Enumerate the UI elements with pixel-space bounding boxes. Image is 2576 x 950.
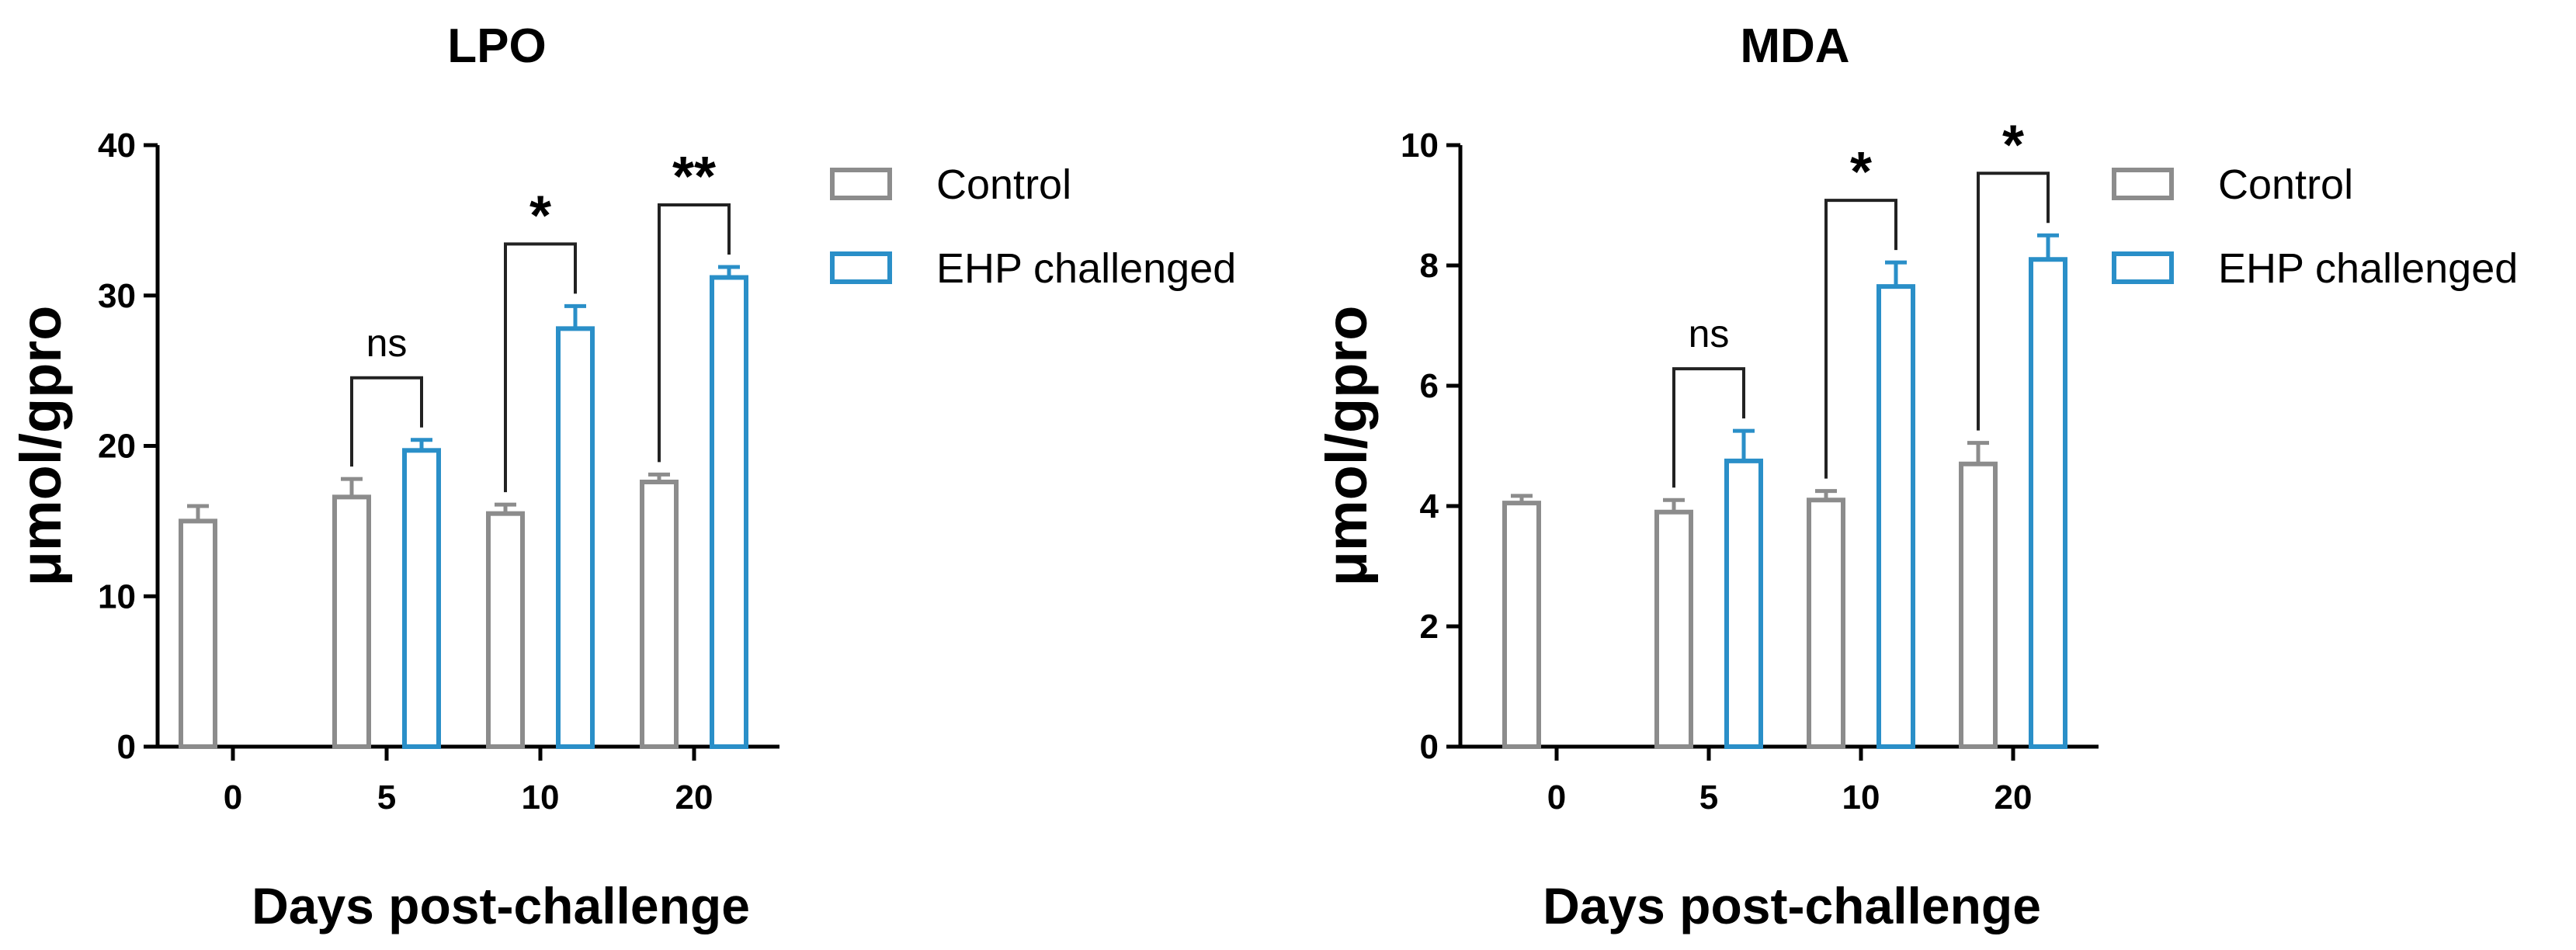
x-tick-label: 20	[1994, 778, 2033, 817]
bar-control	[332, 494, 371, 749]
y-tick-label: 0	[1420, 728, 1439, 766]
significance-bracket	[350, 376, 423, 467]
bar-control	[486, 511, 525, 749]
x-tick-label: 5	[377, 778, 396, 817]
significance-label: ns	[1689, 312, 1730, 355]
bar-ehp	[402, 448, 441, 749]
x-tick-label: 10	[1842, 778, 1880, 817]
legend-label-control: Control	[936, 161, 1071, 208]
legend-label-ehp: EHP challenged	[2218, 245, 2518, 292]
legend-swatch-ehp	[830, 251, 892, 284]
x-tick-label: 0	[224, 778, 242, 817]
bar-ehp	[1724, 458, 1763, 749]
legend-label-ehp: EHP challenged	[936, 245, 1236, 292]
bar-control	[1502, 501, 1541, 749]
bar-control	[179, 518, 217, 749]
y-tick-label: 4	[1420, 487, 1439, 525]
significance-bracket	[504, 242, 577, 493]
chart-title: LPO	[447, 19, 546, 73]
significance-label: *	[1850, 141, 1872, 203]
x-tick-label: 5	[1699, 778, 1718, 817]
y-axis-label: μmol/gpro	[9, 306, 73, 587]
x-tick-label: 0	[1547, 778, 1566, 817]
bar-control	[1654, 509, 1693, 749]
significance-label: **	[672, 146, 716, 208]
y-tick-label: 30	[98, 277, 136, 315]
y-tick-label: 40	[98, 127, 136, 165]
x-axis-label: Days post-challenge	[252, 877, 750, 934]
chart-title: MDA	[1740, 19, 1849, 73]
bar-ehp	[556, 326, 595, 749]
chart-mda: MDA μmol/gpro 0 2 4 6 8 10 0 5 10 20 ns * * Control EHP …	[1314, 19, 2518, 934]
legend-swatch-control	[2112, 168, 2174, 200]
legend-swatch-control	[830, 168, 892, 200]
bar-control	[1959, 461, 1998, 749]
bar-control	[1807, 498, 1845, 749]
bar-ehp	[1876, 284, 1915, 749]
significance-label: ns	[366, 321, 408, 365]
y-tick-label: 2	[1420, 608, 1439, 646]
x-tick-label: 10	[522, 778, 560, 817]
bar-ehp	[710, 275, 748, 749]
y-tick-label: 10	[98, 577, 136, 615]
significance-bracket	[1977, 172, 2050, 431]
significance-bracket	[1672, 367, 1745, 488]
significance-label: *	[2002, 114, 2024, 176]
bar-ehp	[2029, 257, 2067, 749]
y-tick-label: 0	[117, 728, 136, 766]
y-axis-label: μmol/gpro	[1314, 306, 1379, 587]
x-axis-label: Days post-challenge	[1543, 877, 2041, 934]
significance-bracket	[658, 203, 731, 463]
y-tick-label: 20	[98, 428, 136, 466]
bar-control	[640, 480, 679, 749]
legend-label-control: Control	[2218, 161, 2353, 208]
significance-bracket	[1824, 199, 1897, 479]
significance-label: *	[529, 185, 551, 247]
legend-swatch-ehp	[2112, 251, 2174, 284]
x-tick-label: 20	[675, 778, 713, 817]
y-tick-label: 8	[1420, 247, 1439, 285]
y-tick-label: 6	[1420, 367, 1439, 405]
y-tick-label: 10	[1401, 127, 1439, 165]
